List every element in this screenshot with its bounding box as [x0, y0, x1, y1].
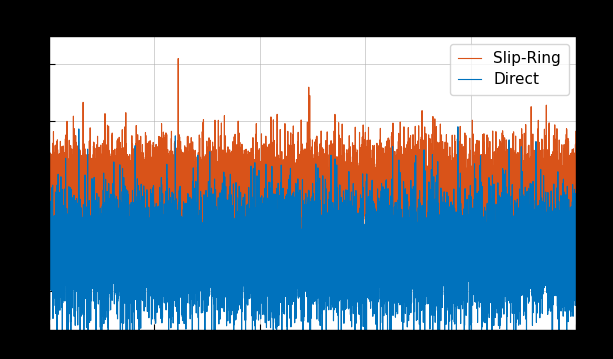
Direct	[48, 272, 55, 277]
Slip-Ring	[303, 208, 310, 212]
Direct	[545, 265, 552, 269]
Slip-Ring	[573, 191, 580, 196]
Direct	[67, 329, 75, 333]
Slip-Ring	[77, 158, 84, 163]
Direct	[149, 264, 156, 269]
Slip-Ring	[558, 275, 566, 279]
Legend: Slip-Ring, Direct: Slip-Ring, Direct	[451, 43, 569, 95]
Slip-Ring	[149, 184, 156, 188]
Direct	[454, 125, 462, 129]
Slip-Ring	[67, 162, 75, 166]
Slip-Ring	[545, 216, 552, 221]
Direct	[77, 267, 84, 271]
Direct	[573, 298, 580, 302]
Direct	[45, 201, 53, 205]
Slip-Ring	[175, 56, 182, 61]
Slip-Ring	[48, 204, 55, 208]
Direct	[303, 233, 310, 237]
Line: Slip-Ring: Slip-Ring	[49, 59, 576, 277]
Line: Direct: Direct	[49, 127, 576, 359]
Slip-Ring	[45, 192, 53, 196]
